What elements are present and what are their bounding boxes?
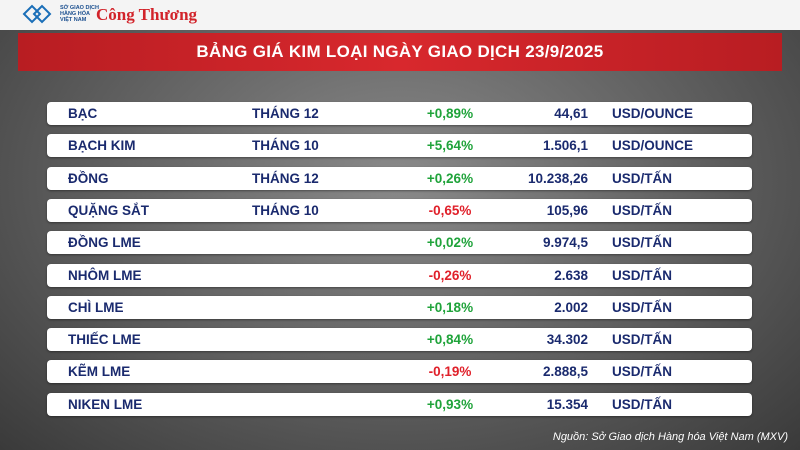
- title: BẢNG GIÁ KIM LOẠI NGÀY GIAO DỊCH 23/9/20…: [196, 42, 604, 61]
- table-row: NHÔM LME -0,26% 2.638 USD/TẤN: [47, 263, 752, 287]
- unit: USD/TẤN: [612, 364, 672, 380]
- price: 44,61: [554, 106, 588, 121]
- metal: CHÌ LME: [68, 299, 124, 315]
- price: 9.974,5: [542, 235, 588, 251]
- metal: QUẶNG SẮT: [68, 202, 149, 218]
- table-row: QUẶNG SẮT THÁNG 10 -0,65% 105,96 USD/TẤN: [47, 198, 752, 222]
- price: 15.354: [546, 396, 588, 412]
- change: -0,65%: [428, 202, 472, 218]
- metal: ĐỒNG: [68, 170, 109, 186]
- price: 1.506,1: [542, 138, 588, 154]
- unit: USD/TẤN: [612, 332, 672, 348]
- metal: BẠCH KIM: [68, 138, 136, 154]
- table-row: BẠCH KIM THÁNG 10 +5,64% 1.506,1 USD/OUNCE: [47, 134, 752, 158]
- title-banner: BẢNG GIÁ KIM LOẠI NGÀY GIAO DỊCH 23/9/20…: [18, 33, 782, 71]
- change: +0,84%: [426, 332, 474, 348]
- change: +0,18%: [426, 299, 474, 315]
- logo-line: VIỆT NAM: [60, 17, 87, 23]
- logo-text: SỞ GIAO DỊCH HÀNG HÓA VIỆT NAM: [60, 5, 99, 23]
- unit: USD/OUNCE: [612, 106, 694, 121]
- month: THÁNG 12: [252, 106, 319, 121]
- logo-line: HÀNG HÓA: [60, 11, 90, 17]
- month: THÁNG 12: [252, 170, 319, 186]
- table-row: THIẾC LME +0,84% 34.302 USD/TẤN: [47, 328, 752, 352]
- metal: NHÔM LME: [68, 267, 142, 283]
- price: 10.238,26: [527, 170, 588, 186]
- table-row: ĐỒNG LME +0,02% 9.974,5 USD/TẤN: [47, 231, 752, 255]
- price: 2.002: [554, 299, 588, 315]
- unit: USD/TẤN: [612, 299, 672, 315]
- price: 34.302: [546, 332, 588, 348]
- logo: SỞ GIAO DỊCH HÀNG HÓA VIỆT NAM: [22, 4, 99, 24]
- change: +0,02%: [426, 235, 474, 251]
- unit: USD/TẤN: [612, 267, 672, 283]
- table-row: CHÌ LME +0,18% 2.002 USD/TẤN: [47, 295, 752, 319]
- change: +0,26%: [426, 170, 474, 186]
- logo-icon: [22, 4, 52, 24]
- change: -0,19%: [428, 364, 472, 380]
- table-row: BẠC THÁNG 12 +0,89% 44,61 USD/OUNCE: [47, 102, 752, 125]
- metal: ĐỒNG LME: [68, 235, 141, 251]
- metal: NIKEN LME: [68, 396, 143, 412]
- price: 2.638: [554, 267, 588, 283]
- metal: THIẾC LME: [68, 332, 141, 348]
- change: +5,64%: [426, 138, 474, 154]
- change: -0,26%: [428, 267, 472, 283]
- unit: USD/TẤN: [612, 235, 672, 251]
- month: THÁNG 10: [252, 202, 319, 218]
- top-bar: SỞ GIAO DỊCH HÀNG HÓA VIỆT NAM Công Thương: [0, 0, 800, 30]
- source-note: Nguồn: Sở Giao dịch Hàng hóa Việt Nam (M…: [552, 431, 788, 443]
- price: 105,96: [546, 202, 588, 218]
- metal: KẼM LME: [68, 364, 131, 380]
- brand: Công Thương: [96, 5, 198, 24]
- month: THÁNG 10: [252, 138, 319, 154]
- metal: BẠC: [68, 106, 98, 121]
- unit: USD/TẤN: [612, 396, 672, 412]
- change: +0,89%: [426, 106, 474, 121]
- table-row: ĐỒNG THÁNG 12 +0,26% 10.238,26 USD/TẤN: [47, 166, 752, 190]
- table-row: NIKEN LME +0,93% 15.354 USD/TẤN: [47, 392, 752, 416]
- table-row: KẼM LME -0,19% 2.888,5 USD/TẤN: [47, 360, 752, 384]
- unit: USD/OUNCE: [612, 138, 694, 154]
- unit: USD/TẤN: [612, 202, 672, 218]
- unit: USD/TẤN: [612, 170, 672, 186]
- change: +0,93%: [426, 396, 474, 412]
- logo-line: SỞ GIAO DỊCH: [60, 5, 99, 11]
- price: 2.888,5: [542, 364, 588, 380]
